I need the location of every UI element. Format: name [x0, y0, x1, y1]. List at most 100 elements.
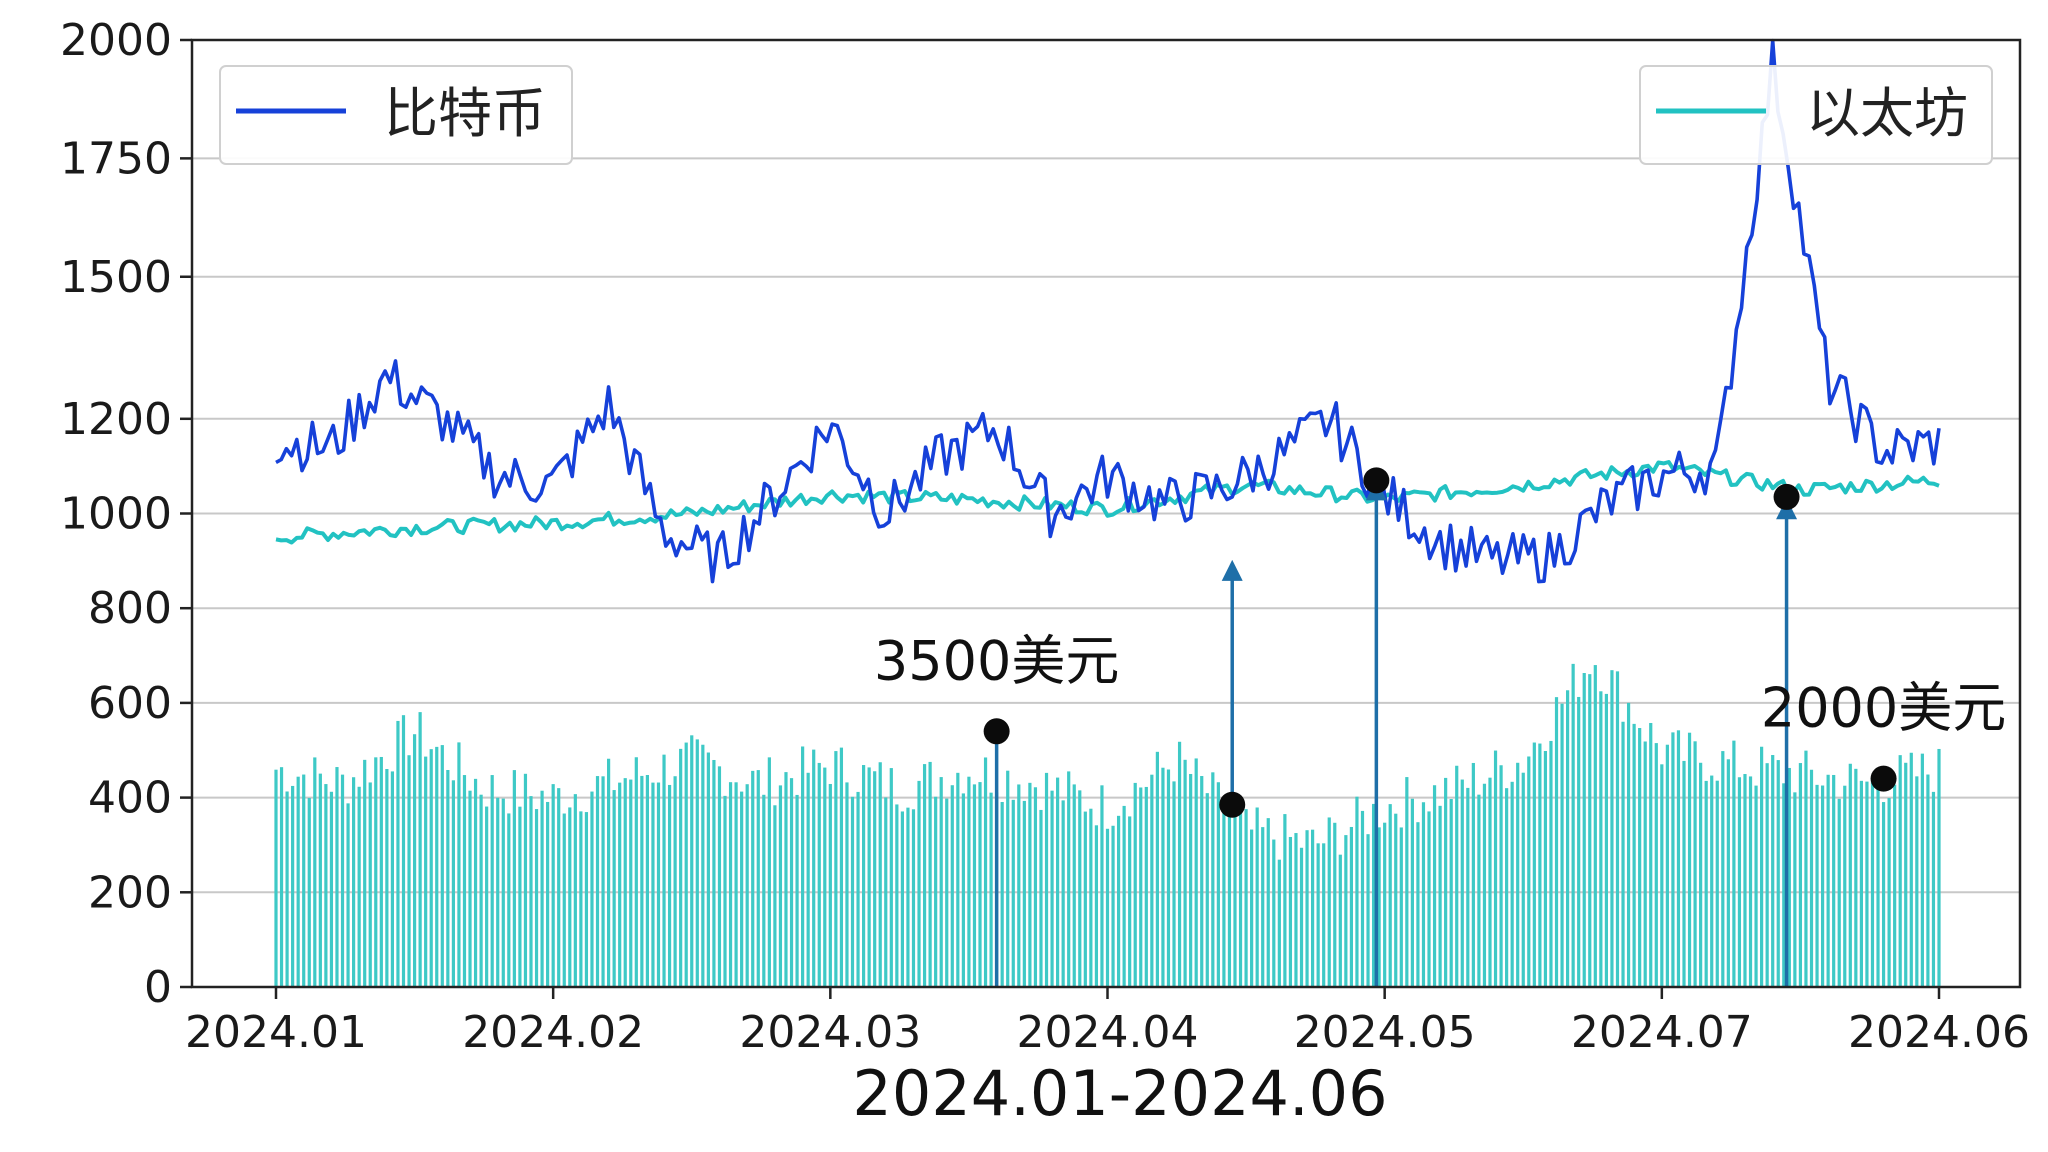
volume-bar: [1726, 759, 1730, 987]
volume-bar: [1189, 773, 1193, 987]
legend-label-bitcoin: 比特币: [384, 82, 546, 145]
volume-bar: [1261, 827, 1265, 987]
volume-bar: [767, 757, 771, 987]
volume-bar: [950, 785, 954, 987]
volume-bar: [629, 779, 633, 987]
volume-bar: [1338, 854, 1342, 987]
volume-bar: [1516, 762, 1520, 987]
volume-bar: [789, 778, 794, 987]
volume-bar: [1815, 784, 1819, 987]
volume-bar: [1277, 859, 1281, 987]
bitcoin-line: [275, 38, 1941, 584]
volume-bar: [795, 794, 799, 987]
volume-bar: [961, 793, 965, 987]
volume-bar: [706, 752, 710, 987]
volume-bar: [834, 751, 838, 987]
volume-bar: [1094, 825, 1099, 987]
volume-bar: [1166, 769, 1171, 987]
volume-bar: [1776, 760, 1780, 987]
volume-bar: [612, 790, 616, 987]
volume-bar: [302, 774, 306, 987]
volume-bar: [1194, 758, 1198, 987]
y-axis-ticks: 0 200 400 600 800 1000 1200 1500 1750 2000: [60, 15, 192, 1013]
volume-bar: [1793, 792, 1797, 987]
volume-bar: [1499, 765, 1503, 987]
volume-bar: [1859, 780, 1863, 987]
volume-bar: [1299, 847, 1304, 987]
volume-bar: [1238, 810, 1243, 987]
volume-bar: [1128, 816, 1132, 987]
volume-bar: [684, 742, 688, 987]
volume-bar: [562, 813, 566, 987]
volume-bar: [1721, 751, 1725, 987]
volume-bar: [972, 784, 977, 987]
volume-bar: [329, 791, 334, 987]
volume-bar: [1710, 775, 1714, 987]
volume-bar: [1044, 772, 1049, 987]
volume-bar: [1116, 815, 1121, 987]
marker-dot: [1870, 765, 1897, 792]
volume-bar: [1111, 825, 1115, 987]
volume-bar: [1227, 813, 1232, 987]
volume-bar: [1826, 774, 1830, 987]
y-tick-label: 1000: [60, 489, 172, 540]
volume-bar: [1577, 696, 1581, 987]
volume-bar: [1699, 762, 1703, 987]
volume-bar: [1931, 791, 1936, 987]
volume-bar: [634, 757, 638, 987]
volume-bar: [1410, 798, 1414, 987]
annotation-label: 3500美元: [874, 629, 1119, 692]
volume-bar: [595, 776, 600, 987]
volume-bar: [1937, 748, 1941, 987]
volume-bar: [440, 745, 444, 987]
volume-bar: [1216, 782, 1220, 987]
volume-bar: [1477, 794, 1481, 987]
legend-bitcoin: 比特币: [219, 65, 573, 165]
volume-bar: [357, 786, 361, 987]
volume-bar: [1643, 741, 1647, 987]
volume-bar: [1732, 740, 1736, 987]
volume-bar: [1754, 785, 1758, 987]
volume-bar: [1532, 742, 1536, 987]
volume-bar: [412, 734, 417, 987]
volume-bar: [607, 758, 611, 987]
volume-bar: [1510, 781, 1514, 987]
volume-bar: [823, 767, 827, 987]
volume-bar: [1011, 799, 1015, 987]
volume-bar: [501, 798, 505, 987]
volume-bar: [1022, 800, 1026, 987]
volume-bar: [1505, 788, 1509, 987]
volume-bar: [1105, 828, 1110, 987]
volume-bar: [712, 759, 716, 987]
volume-bar: [1161, 767, 1165, 987]
volume-bar: [291, 785, 295, 987]
volume-bar: [1920, 753, 1924, 987]
volume-bar: [751, 770, 755, 987]
volume-bar: [878, 762, 882, 987]
volume-bar: [939, 777, 943, 987]
volume-bar: [1089, 808, 1093, 987]
volume-bar: [701, 744, 705, 987]
volume-bar: [1865, 781, 1869, 987]
volume-bar: [279, 767, 284, 987]
volume-bar: [601, 776, 605, 987]
volume-bar: [934, 796, 938, 987]
volume-bar: [462, 775, 467, 987]
y-tick-label: 1750: [60, 133, 172, 184]
volume-bar: [623, 778, 627, 987]
volume-bar: [1604, 693, 1608, 987]
volume-bar: [385, 769, 389, 987]
volume-bar: [773, 805, 777, 987]
volume-bar: [1000, 802, 1004, 987]
volume-bar: [728, 782, 733, 987]
volume-bar: [1432, 785, 1437, 987]
volume-bar: [828, 783, 832, 987]
volume-bar: [673, 776, 677, 987]
volume-bar: [1438, 805, 1442, 987]
volume-bar: [1222, 812, 1226, 987]
volume-bar: [1322, 843, 1326, 987]
volume-bar: [1760, 746, 1764, 987]
marker-dot: [1219, 791, 1246, 818]
x-tick-label: 2024.02: [462, 1007, 644, 1058]
